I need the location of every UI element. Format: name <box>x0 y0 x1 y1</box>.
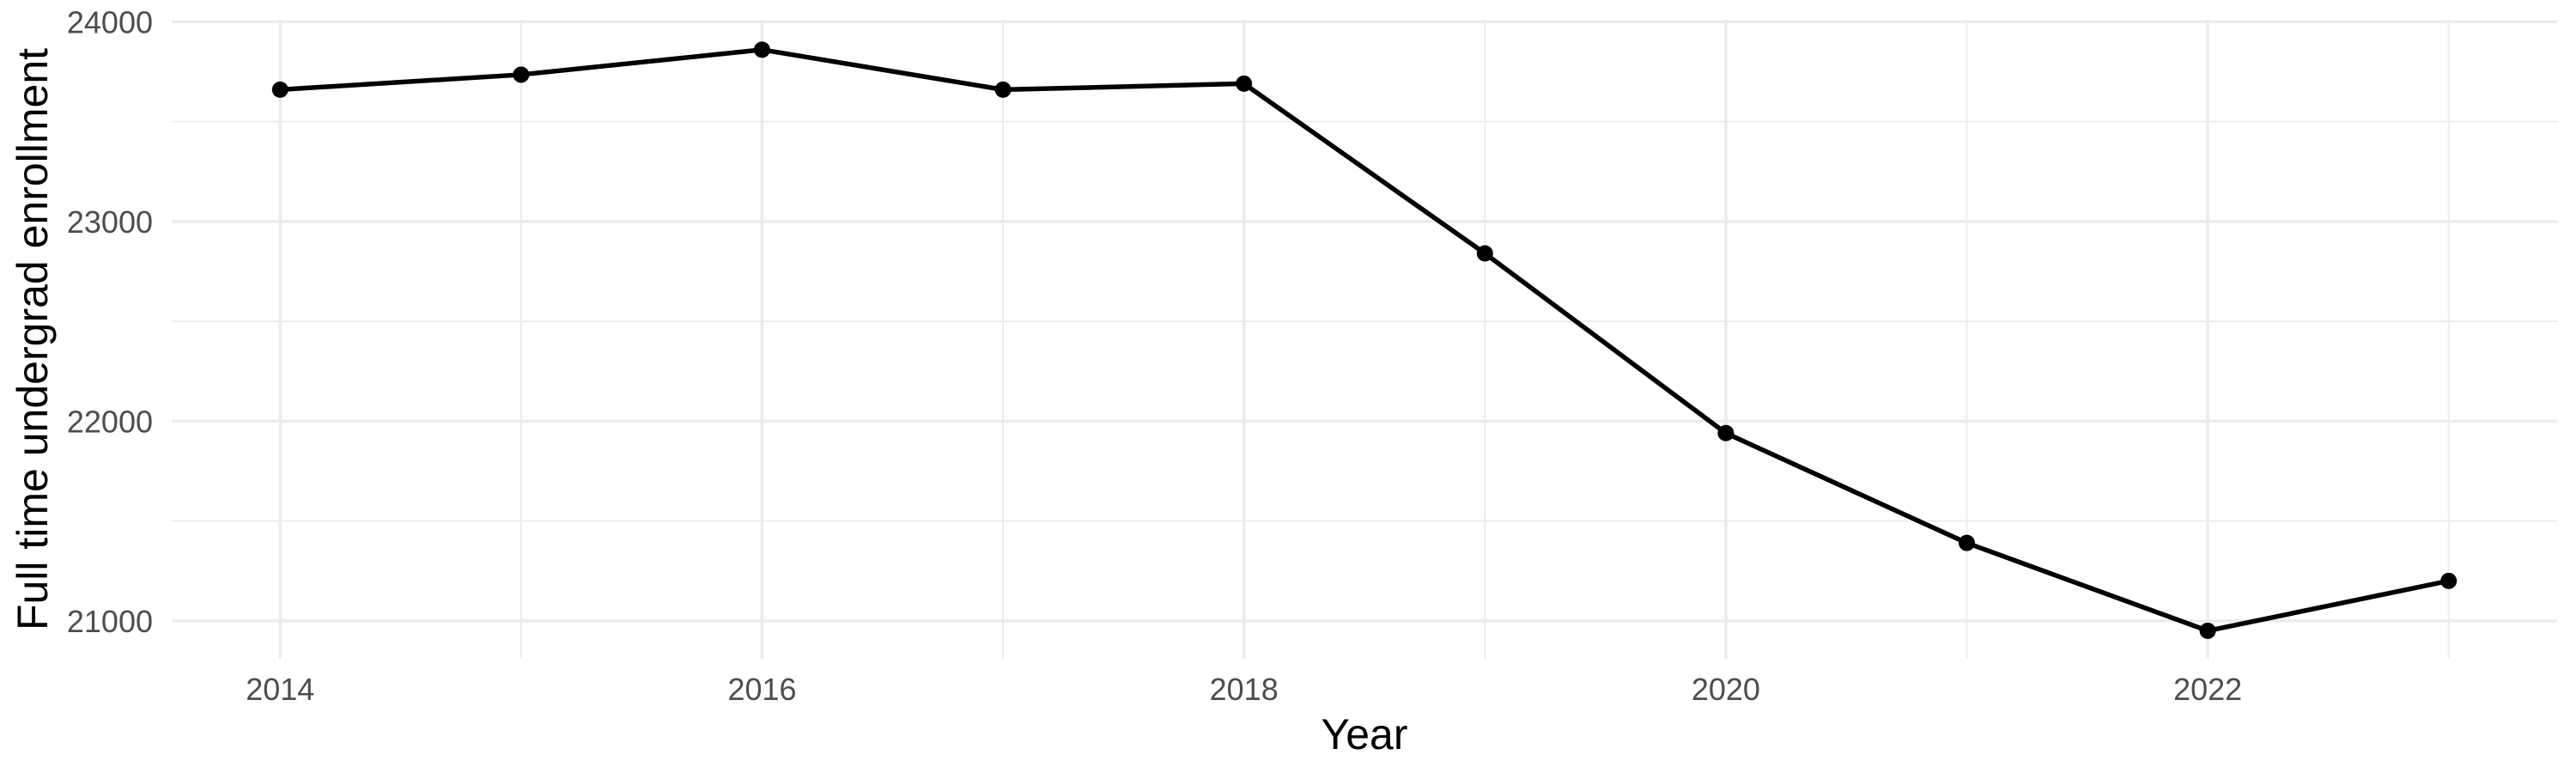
data-point-2022 <box>2199 622 2216 639</box>
y-tick-label: 23000 <box>67 204 153 240</box>
x-tick-label: 2022 <box>2173 672 2242 707</box>
x-tick-label: 2018 <box>1210 672 1279 707</box>
data-point-2019 <box>1476 245 1493 262</box>
y-tick-label: 24000 <box>67 4 153 40</box>
y-tick-label: 21000 <box>67 604 153 639</box>
data-point-2016 <box>753 41 770 58</box>
data-point-2015 <box>513 66 530 83</box>
data-point-2023 <box>2440 572 2458 589</box>
x-tick-label: 2014 <box>246 672 314 707</box>
data-point-2014 <box>271 81 289 98</box>
data-point-2018 <box>1236 75 1253 92</box>
y-axis-title: Full time undergrad enrollment <box>9 47 57 631</box>
series-line <box>280 47 2450 634</box>
y-tick-label: 22000 <box>67 404 153 439</box>
data-point-2021 <box>1959 534 1976 551</box>
x-tick-label: 2016 <box>727 672 796 707</box>
x-axis-title: Year <box>1321 710 1408 758</box>
x-tick-label: 2020 <box>1692 672 1760 707</box>
data-point-2020 <box>1717 424 1735 441</box>
data-point-2017 <box>994 81 1012 98</box>
